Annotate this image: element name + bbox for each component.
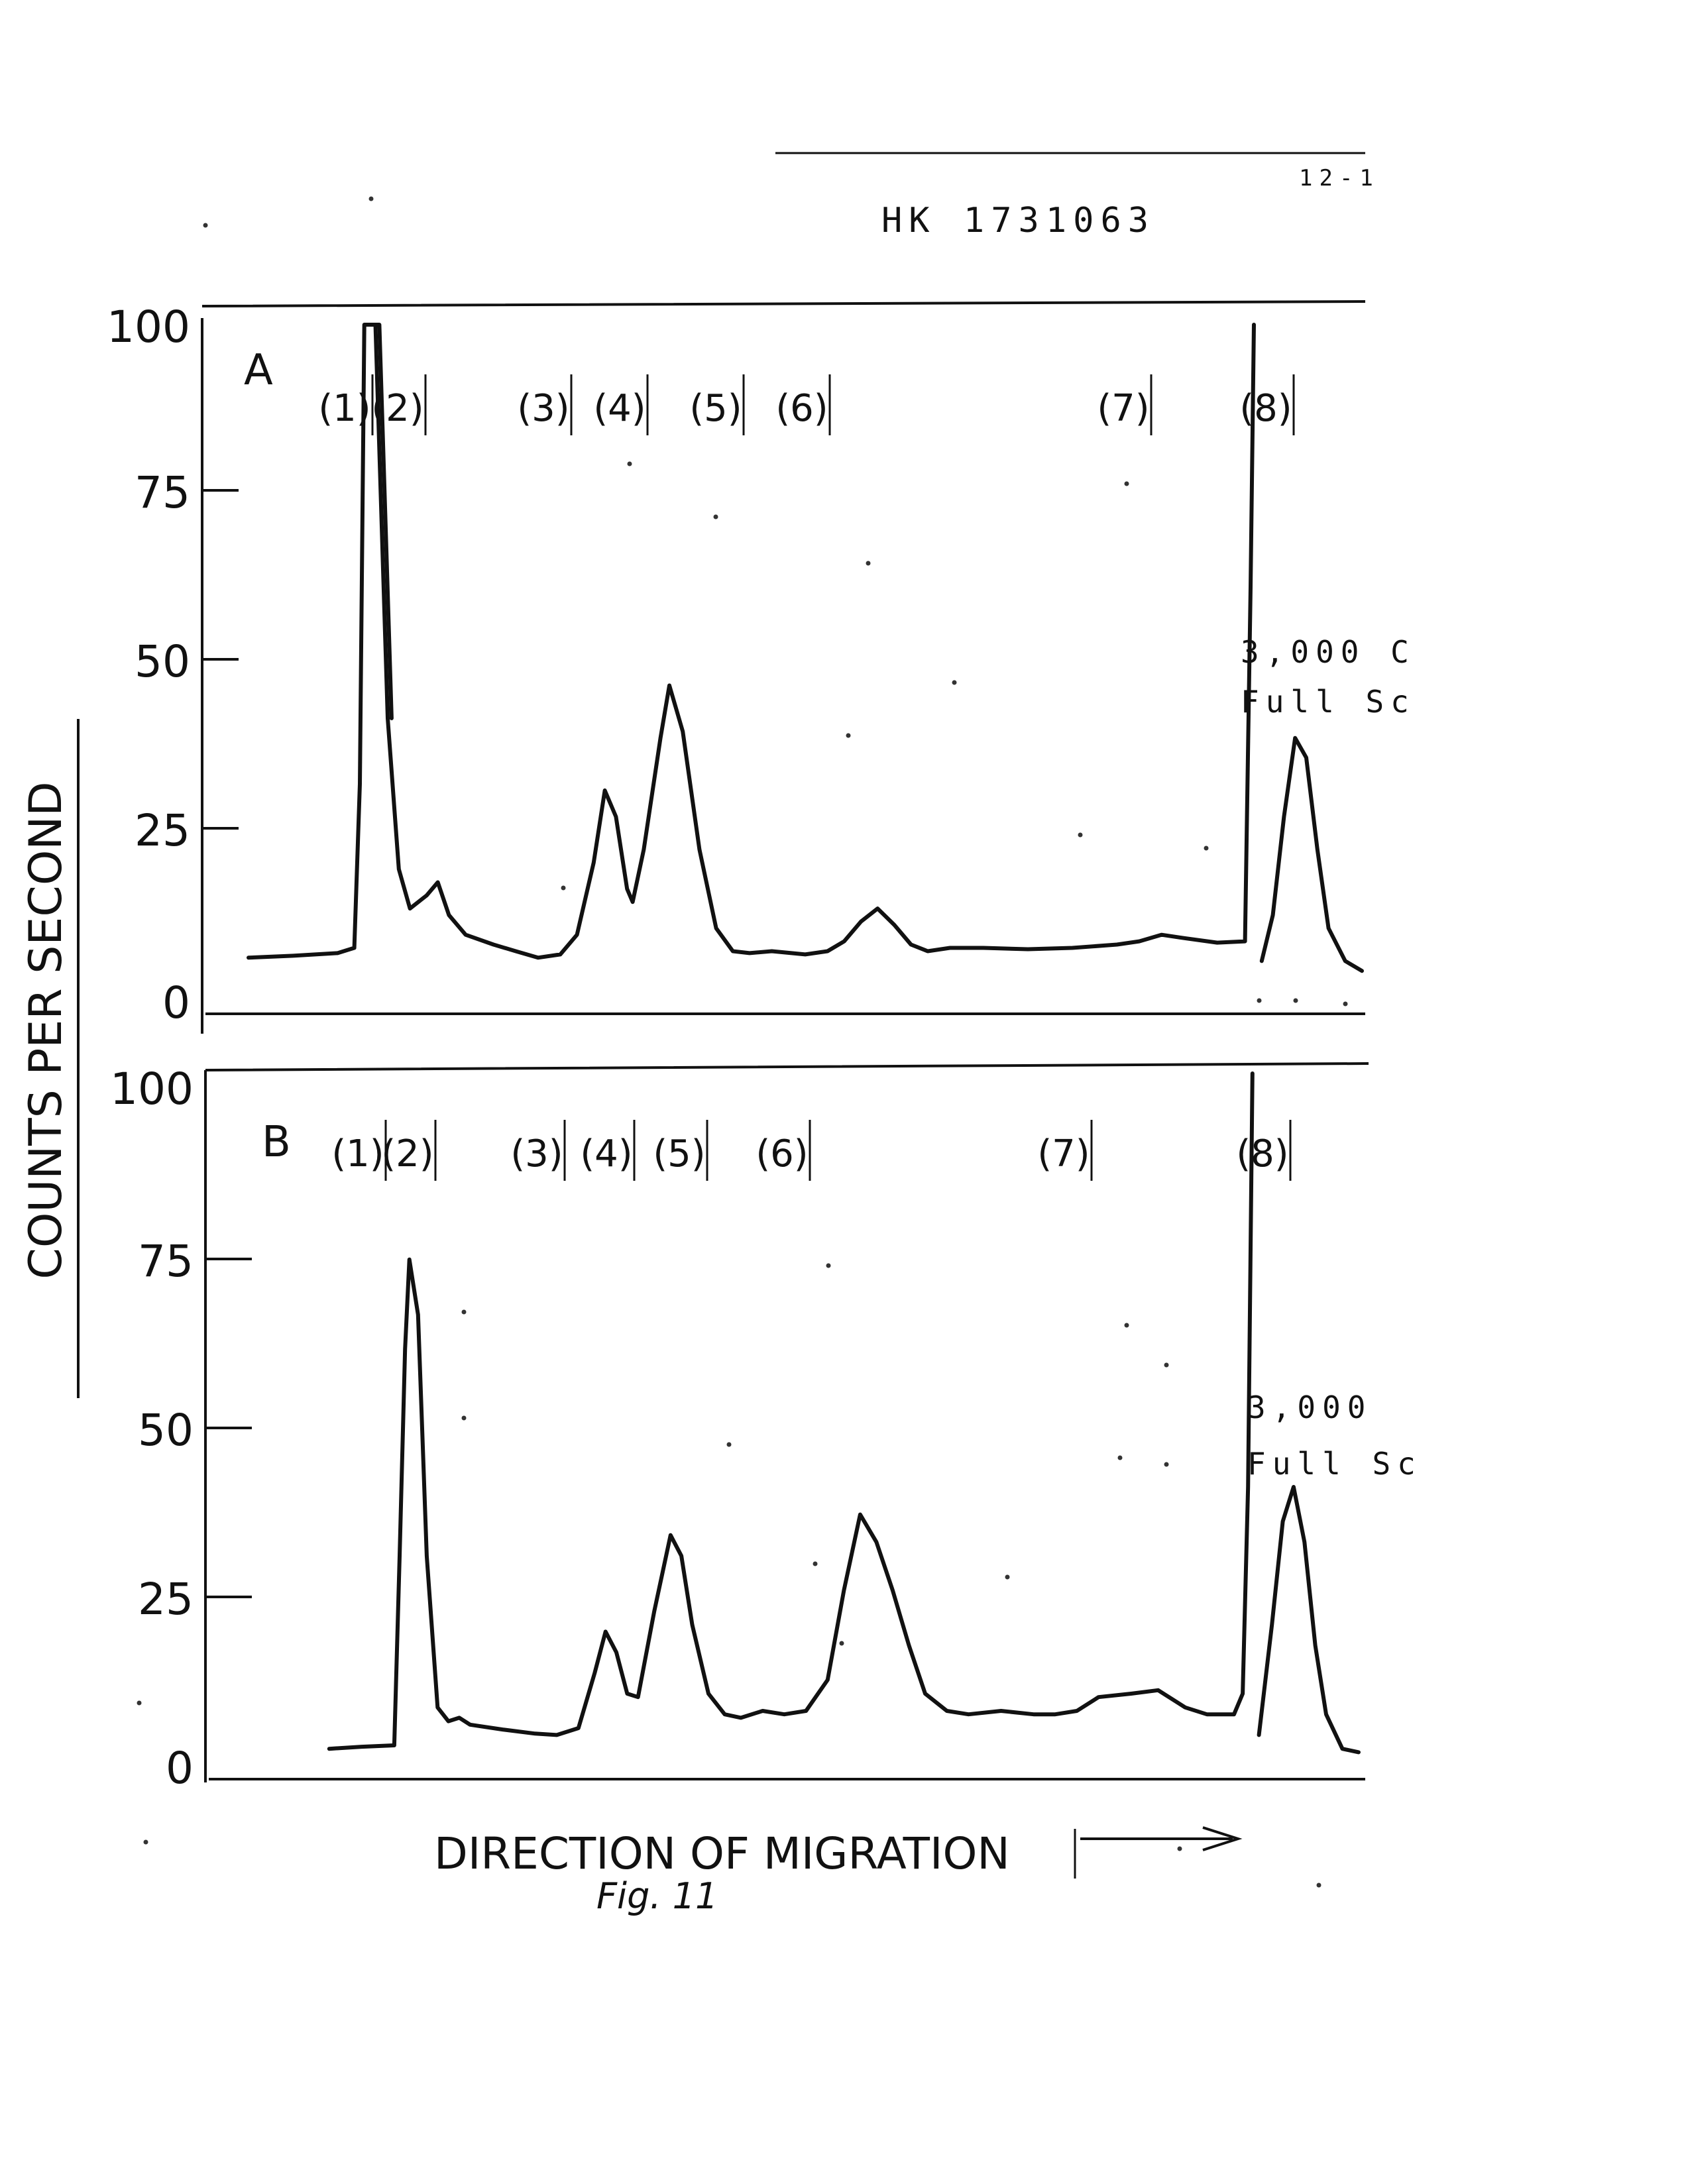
scan-speck — [1316, 1883, 1321, 1888]
panel-a-ytick-label-0: 0 — [162, 977, 190, 1028]
panel-a-ytick-label-50: 50 — [135, 636, 190, 687]
panel-a-ytick-label-25: 25 — [135, 805, 190, 856]
scan-speck — [368, 196, 374, 201]
panel-a-scale-trace — [1259, 736, 1364, 973]
scan-speck — [1177, 1846, 1182, 1851]
panel-a-peak-label-3: (3) — [517, 387, 569, 430]
scan-speck — [561, 885, 566, 891]
scan-speck — [1124, 1323, 1129, 1328]
panel-b-ytick-label-25: 25 — [138, 1574, 194, 1625]
scan-speck — [627, 461, 632, 466]
direction-arrow-head — [1202, 1826, 1243, 1851]
scan-speck — [846, 733, 851, 738]
scan-speck — [1343, 1001, 1348, 1007]
scan-speck — [1204, 846, 1209, 851]
panel-b-peak-label-4: (4) — [580, 1132, 632, 1175]
x-axis-title: DIRECTION OF MIGRATION — [434, 1828, 1010, 1879]
scan-speck — [137, 1700, 142, 1706]
panel-a-peak-labels: (1) (2) (3) (4) (5) (6) (7) (8) — [318, 374, 1295, 435]
panel-b: B 0 25 50 75 100 (1)(2) (3) (4) (5) (6) (7) (8) 3,… — [110, 1062, 1422, 1794]
panel-b-ytick-label-50: 50 — [138, 1405, 194, 1456]
panel-a-peak-label-5: (5) — [689, 387, 742, 430]
doc-id: HK 1731063 — [881, 201, 1155, 241]
scan-speck — [1164, 1362, 1169, 1368]
panel-a-traces — [247, 323, 1364, 973]
panel-b-peak-label-6: (6) — [756, 1132, 808, 1175]
panel-a-scale-note-1: 3,000 C — [1241, 634, 1416, 670]
panel-b-traces — [327, 1071, 1361, 1755]
panel-a-scale-note-2: Full Sc — [1241, 684, 1416, 720]
panel-a-peak-1-second-stroke — [366, 323, 394, 720]
panel-a-label: A — [244, 346, 273, 395]
panel-a-peak-label-6: (6) — [775, 387, 828, 430]
panel-b-scale-trace — [1257, 1485, 1361, 1755]
scan-speck — [143, 1839, 148, 1845]
scan-specks — [137, 196, 1348, 1888]
y-axis-title-group: COUNTS PER SECOND — [20, 781, 72, 1279]
panel-b-main-trace — [327, 1071, 1255, 1751]
panel-b-label: B — [262, 1118, 291, 1167]
scan-speck — [203, 223, 208, 228]
panel-b-frame — [204, 1062, 1369, 1782]
panel-a-peak-label-7: (7) — [1097, 387, 1149, 430]
scan-speck — [726, 1442, 732, 1447]
panel-b-ytick-label-100: 100 — [110, 1064, 194, 1115]
scan-speck — [1164, 1462, 1169, 1467]
panel-b-peak-label-3: (3) — [510, 1132, 563, 1175]
panel-a-peak-label-4: (4) — [593, 387, 646, 430]
panel-b-y-ticks: 0 25 50 75 100 — [110, 1064, 252, 1794]
panel-a-ytick-label-75: 75 — [135, 467, 190, 518]
scan-speck — [1124, 481, 1129, 486]
scan-speck — [866, 561, 871, 566]
panel-b-ytick-label-75: 75 — [138, 1236, 194, 1287]
panel-b-peak-label-5: (5) — [653, 1132, 705, 1175]
panel-b-ytick-label-0: 0 — [166, 1743, 194, 1794]
panel-a-y-ticks: 0 25 50 75 100 — [107, 301, 239, 1028]
figure-caption: Fig. 11 — [596, 1875, 718, 1917]
panel-b-scale-note-1: 3,000 — [1247, 1390, 1372, 1425]
panel-a-main-trace — [247, 323, 1256, 960]
scan-speck — [826, 1263, 831, 1268]
panel-b-peak-label-1: (1) — [331, 1132, 384, 1175]
scan-speck — [1005, 1574, 1010, 1580]
panel-a-frame — [201, 300, 1366, 1034]
scan-speck — [461, 1309, 467, 1315]
page-ref: 12-1 — [1299, 165, 1380, 191]
scan-speck — [1117, 1455, 1123, 1460]
scan-speck — [813, 1561, 818, 1566]
panel-b-scale-note-2: Full Sc — [1247, 1446, 1422, 1482]
scan-speck — [461, 1415, 467, 1421]
y-axis-title: COUNTS PER SECOND — [20, 781, 72, 1279]
panel-b-peak-labels: (1)(2) (3) (4) (5) (6) (7) (8) — [331, 1120, 1292, 1181]
panel-b-peak-label-8: (8) — [1236, 1132, 1288, 1175]
panel-a-peak-label-8: (8) — [1239, 387, 1292, 430]
panel-b-peak-label-2: (2) — [381, 1132, 433, 1175]
scan-speck — [1257, 998, 1262, 1003]
scan-speck — [1293, 998, 1298, 1003]
panel-b-peak-label-7: (7) — [1037, 1132, 1090, 1175]
panel-a-ytick-label-100: 100 — [107, 301, 190, 353]
scan-speck — [952, 680, 957, 685]
scan-speck — [839, 1641, 844, 1646]
scan-speck — [1078, 832, 1083, 838]
scan-speck — [713, 514, 718, 519]
